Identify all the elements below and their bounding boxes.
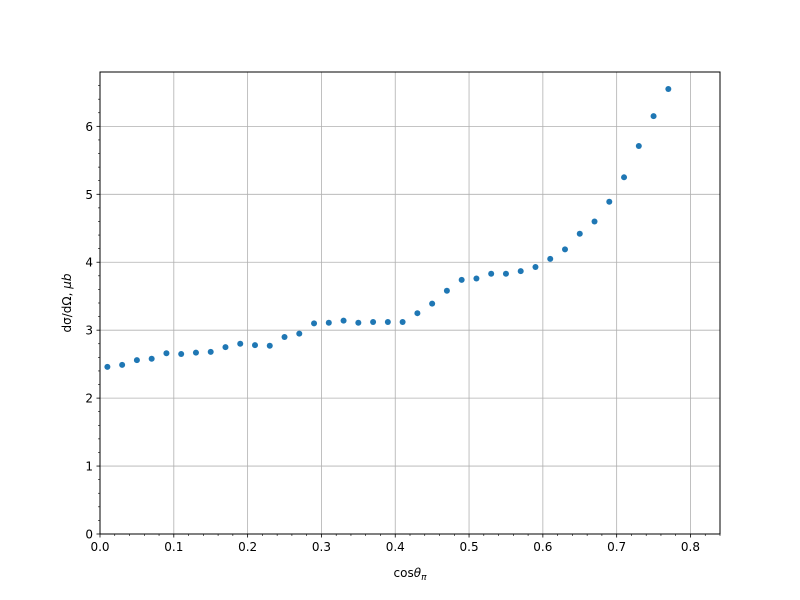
- data-point: [458, 276, 465, 283]
- grid-lines: [99, 72, 720, 535]
- data-point: [621, 174, 628, 181]
- data-point: [119, 361, 126, 368]
- data-point: [591, 218, 598, 225]
- data-point: [311, 320, 318, 327]
- axis-ticks: 0.0 0.1 0.2 0.3 0.4 0.5 0.6 0.7 0.8 0 1 2 3 4 5 6: [85, 85, 721, 554]
- x-tick-label: 0.5: [460, 540, 479, 554]
- x-tick-label: 0.7: [607, 540, 626, 554]
- x-tick-label: 0.0: [90, 540, 109, 554]
- data-point: [178, 350, 185, 357]
- data-point: [325, 319, 332, 326]
- x-tick-label: 0.3: [312, 540, 331, 554]
- data-point: [104, 363, 111, 370]
- y-tick-label: 6: [85, 120, 93, 134]
- y-axis-label: dσ/dΩ, μb: [60, 273, 74, 332]
- data-point: [340, 317, 347, 324]
- x-axis-label: cosθπ: [394, 566, 428, 583]
- x-tick-label: 0.2: [238, 540, 257, 554]
- y-tick-label: 4: [85, 256, 93, 270]
- data-point: [517, 268, 524, 275]
- data-point: [384, 319, 391, 326]
- data-point: [606, 198, 613, 205]
- data-point: [488, 270, 495, 277]
- data-point: [192, 349, 199, 356]
- data-point: [576, 230, 583, 237]
- x-axis-label-main: cos: [394, 566, 414, 580]
- data-point: [547, 255, 554, 262]
- x-tick-label: 0.6: [533, 540, 552, 554]
- data-point: [296, 330, 303, 337]
- data-point: [650, 113, 657, 120]
- x-axis-label-subscript: π: [421, 573, 427, 583]
- x-tick-label: 0.8: [681, 540, 700, 554]
- data-point: [532, 263, 539, 270]
- data-point: [222, 344, 229, 351]
- data-point: [414, 310, 421, 317]
- data-point: [148, 355, 155, 362]
- data-point: [429, 300, 436, 307]
- data-point: [502, 270, 509, 277]
- y-axis-label-unit: μb: [60, 273, 74, 290]
- x-tick-label: 0.1: [164, 540, 183, 554]
- data-point: [281, 333, 288, 340]
- y-axis-label-main: dσ/dΩ,: [60, 289, 74, 333]
- data-point: [370, 319, 377, 326]
- data-point: [133, 357, 140, 364]
- data-point: [163, 350, 170, 357]
- data-point: [562, 246, 568, 253]
- data-points: [104, 85, 672, 370]
- y-tick-label: 2: [85, 392, 93, 406]
- data-point: [252, 342, 258, 349]
- data-point: [665, 85, 672, 92]
- data-point: [355, 319, 362, 326]
- y-tick-label: 5: [85, 188, 93, 202]
- data-point: [473, 275, 480, 282]
- data-point: [207, 348, 214, 355]
- data-point: [237, 340, 244, 347]
- y-tick-label: 3: [85, 324, 93, 338]
- x-axis-label-symbol: θ: [414, 566, 422, 580]
- y-tick-label: 1: [85, 460, 93, 474]
- data-point: [635, 143, 642, 150]
- data-point: [399, 319, 406, 326]
- data-point: [266, 342, 273, 349]
- data-point: [443, 287, 450, 294]
- x-tick-label: 0.4: [386, 540, 405, 554]
- y-tick-label: 0: [85, 528, 93, 542]
